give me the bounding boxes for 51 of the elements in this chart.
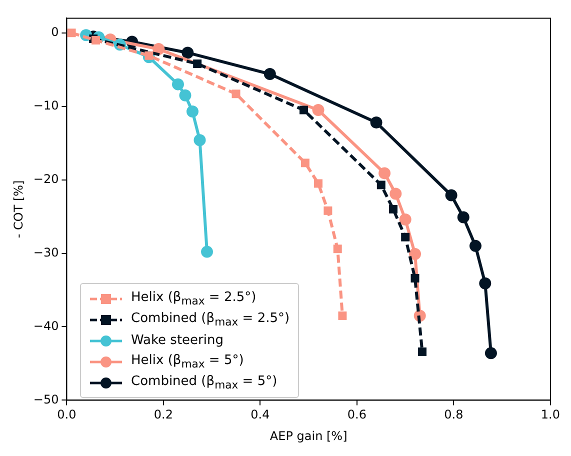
y-tick-label: −50 bbox=[33, 392, 59, 406]
point bbox=[390, 188, 402, 200]
point bbox=[314, 179, 323, 188]
point bbox=[418, 347, 427, 356]
point bbox=[179, 89, 192, 102]
point bbox=[333, 244, 342, 254]
legend-label: Combined (β$_{max}$ = 2.5°) bbox=[131, 310, 290, 328]
point bbox=[194, 134, 206, 146]
point bbox=[232, 90, 240, 98]
point bbox=[324, 206, 332, 215]
x-axis-title: AEP gain [%] bbox=[270, 428, 348, 443]
point bbox=[300, 158, 310, 168]
point bbox=[201, 246, 214, 258]
point bbox=[193, 60, 202, 68]
point bbox=[410, 274, 420, 282]
point bbox=[378, 167, 391, 180]
point bbox=[457, 211, 470, 224]
point bbox=[484, 347, 497, 360]
y-tick-label: −40 bbox=[33, 318, 59, 333]
y-tick-label: −20 bbox=[33, 172, 59, 186]
y-tick-label: −30 bbox=[33, 245, 59, 260]
x-tick-label: 0.6 bbox=[347, 408, 367, 422]
point bbox=[401, 232, 410, 242]
point bbox=[409, 248, 422, 260]
legend-label: Helix (β$_{max}$ = 2.5°) bbox=[131, 290, 256, 308]
point bbox=[67, 28, 76, 38]
point bbox=[312, 104, 324, 116]
point bbox=[469, 240, 482, 252]
x-tick-label: 0.2 bbox=[154, 408, 174, 422]
point bbox=[264, 68, 276, 80]
legend-label: Helix (β$_{max}$ = 5°) bbox=[131, 352, 244, 370]
y-tick-label: 0 bbox=[51, 25, 59, 40]
y-axis-title: - COT [%] bbox=[11, 180, 26, 238]
point bbox=[370, 116, 382, 129]
x-tick-label: 0.4 bbox=[250, 408, 270, 422]
point bbox=[338, 311, 347, 320]
point bbox=[445, 189, 458, 202]
point bbox=[186, 105, 198, 118]
x-tick-label: 0.8 bbox=[444, 408, 464, 422]
x-tick-label: 0.0 bbox=[57, 408, 76, 422]
legend-label: Wake steering bbox=[131, 333, 224, 348]
point bbox=[172, 78, 184, 90]
y-tick-label: −10 bbox=[33, 98, 59, 112]
point bbox=[376, 180, 386, 190]
point bbox=[479, 277, 492, 290]
point bbox=[399, 213, 412, 226]
legend-label: Combined (β$_{max}$ = 5°) bbox=[131, 374, 278, 392]
x-tick-label: 1.0 bbox=[540, 408, 560, 422]
point bbox=[300, 106, 308, 114]
point bbox=[389, 204, 398, 214]
point bbox=[182, 46, 194, 59]
